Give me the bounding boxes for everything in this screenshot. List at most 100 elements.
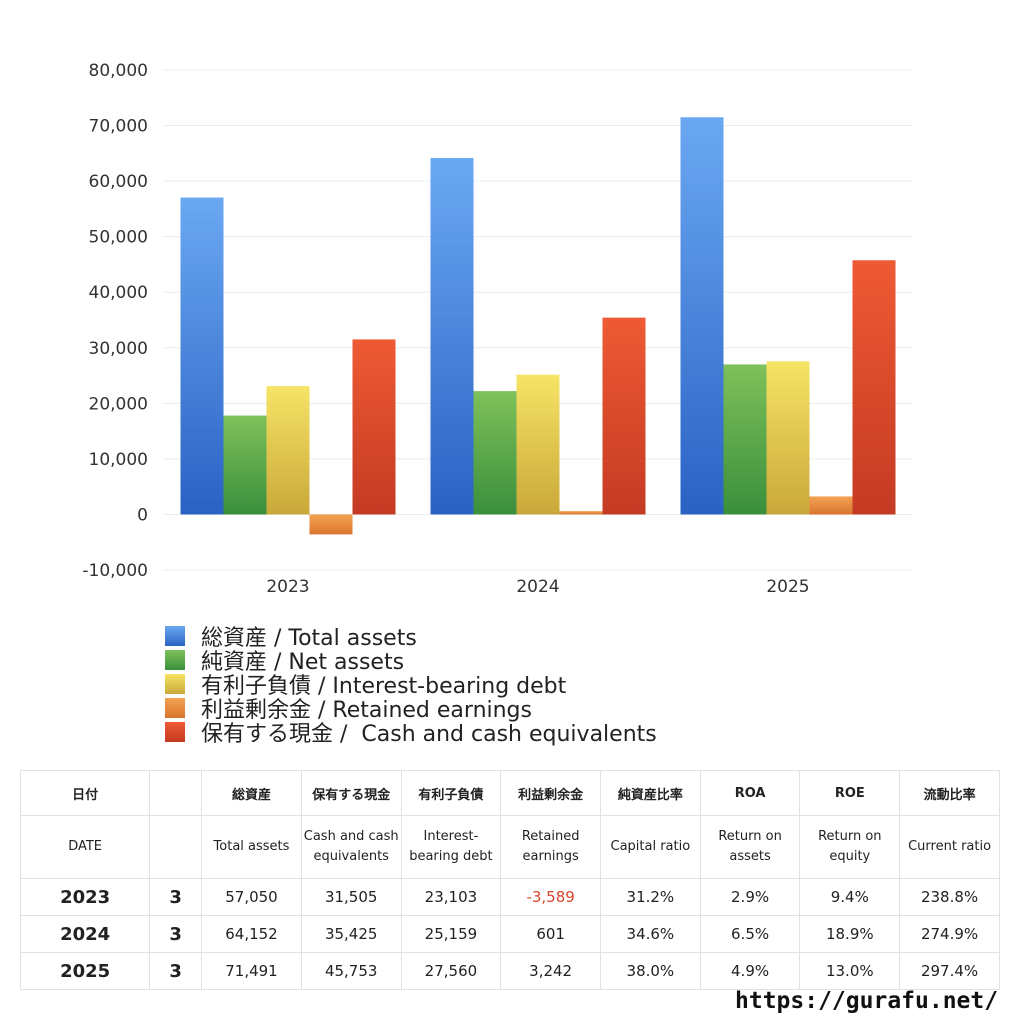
- cell-capital-ratio: 31.2%: [600, 878, 701, 916]
- header-roe-jp: ROE: [799, 770, 901, 816]
- bar-2024-series-1: [473, 391, 517, 515]
- table-row: 2024 3 64,152 35,425 25,159 601 34.6% 6.…: [19, 915, 1000, 953]
- legend-swatch: [165, 698, 185, 718]
- cell-roa: 2.9%: [699, 878, 801, 916]
- header-retained-jp: 利益剰余金: [500, 770, 601, 816]
- x-axis: 2023 2024 2025: [266, 577, 809, 597]
- x-tick-label: 2024: [516, 577, 559, 597]
- cell-current-ratio: 297.4%: [899, 952, 1000, 990]
- cell-roa: 6.5%: [699, 915, 801, 953]
- cell-total-assets: 64,152: [201, 915, 302, 953]
- header-debt-jp: 有利子負債: [400, 770, 502, 816]
- cell-roa: 4.9%: [699, 952, 801, 990]
- header-current-ratio-jp: 流動比率: [899, 770, 1000, 816]
- header-blank-en: [149, 815, 203, 879]
- bar-2025-series-3: [809, 496, 853, 515]
- legend-item: 総資産 / Total assets: [165, 624, 657, 651]
- header-date-en: DATE: [19, 815, 151, 879]
- header-cash-jp: 保有する現金: [300, 770, 402, 816]
- cell-quarter: 3: [149, 878, 203, 916]
- y-tick-label: 0: [137, 505, 148, 525]
- cell-quarter: 3: [149, 952, 203, 990]
- legend-label: 総資産 / Total assets: [201, 626, 417, 651]
- cell-retained: -3,589: [500, 878, 601, 916]
- header-row-jp: 日付 総資産 保有する現金 有利子負債 利益剰余金 純資産比率 ROA ROE …: [19, 770, 1000, 816]
- header-total-assets-en: Total assets: [201, 815, 302, 879]
- legend-swatch: [165, 650, 185, 670]
- bar-2025-series-4: [852, 260, 896, 515]
- header-current-ratio-en: Current ratio: [899, 815, 1000, 879]
- bar-2023-series-4: [352, 339, 396, 515]
- legend-label: 純資産 / Net assets: [201, 650, 405, 675]
- cell-year: 2023: [19, 878, 151, 916]
- bar-2024-series-0: [430, 158, 474, 515]
- cell-current-ratio: 238.8%: [899, 878, 1000, 916]
- cell-debt: 27,560: [400, 952, 502, 990]
- y-tick-label: 20,000: [89, 394, 148, 414]
- header-blank-jp: [149, 770, 203, 816]
- table-row: 2023 3 57,050 31,505 23,103 -3,589 31.2%…: [19, 878, 1000, 916]
- cell-debt: 23,103: [400, 878, 502, 916]
- x-tick-label: 2025: [766, 577, 809, 597]
- legend-item: 有利子負債 / Interest-bearing debt: [165, 672, 657, 699]
- bar-2025-series-2: [766, 361, 810, 515]
- header-row-en: DATE Total assets Cash and cash equivale…: [19, 815, 1000, 879]
- header-roa-jp: ROA: [699, 770, 801, 816]
- cell-total-assets: 71,491: [201, 952, 302, 990]
- cell-year: 2024: [19, 915, 151, 953]
- source-url: https://gurafu.net/: [735, 988, 999, 1014]
- y-tick-label: -10,000: [82, 561, 148, 581]
- cell-current-ratio: 274.9%: [899, 915, 1000, 953]
- legend-item: 利益剰余金 / Retained earnings: [165, 696, 657, 723]
- legend-label: 保有する現金 / Cash and cash equivalents: [201, 722, 657, 747]
- cell-roe: 18.9%: [799, 915, 901, 953]
- bar-2023-series-2: [266, 386, 310, 515]
- bar-chart: 80,000 70,000 60,000 50,000 40,000 30,000 20,0…: [82, 61, 913, 597]
- y-tick-label: 10,000: [89, 450, 148, 470]
- cell-cash: 45,753: [300, 952, 402, 990]
- cell-retained: 601: [500, 915, 601, 953]
- y-tick-label: 40,000: [89, 283, 148, 303]
- x-tick-label: 2023: [266, 577, 309, 597]
- header-roa-en: Return on assets: [699, 815, 801, 879]
- header-date-jp: 日付: [19, 770, 151, 816]
- bar-2023-series-3: [309, 514, 353, 535]
- header-debt-en: Interest-bearing debt: [400, 815, 502, 879]
- header-capital-ratio-en: Capital ratio: [600, 815, 701, 879]
- table-row: 2025 3 71,491 45,753 27,560 3,242 38.0% …: [19, 952, 1000, 990]
- cell-retained: 3,242: [500, 952, 601, 990]
- y-tick-label: 30,000: [89, 339, 148, 359]
- legend-item: 保有する現金 / Cash and cash equivalents: [165, 720, 657, 747]
- bar-2024-series-4: [602, 317, 646, 515]
- header-capital-ratio-jp: 純資産比率: [600, 770, 701, 816]
- header-roe-en: Return on equity: [799, 815, 901, 879]
- y-tick-label: 70,000: [89, 117, 148, 137]
- cell-capital-ratio: 38.0%: [600, 952, 701, 990]
- legend-label: 有利子負債 / Interest-bearing debt: [201, 674, 567, 699]
- cell-year: 2025: [19, 952, 151, 990]
- y-tick-label: 60,000: [89, 172, 148, 192]
- cell-capital-ratio: 34.6%: [600, 915, 701, 953]
- legend-swatch: [165, 722, 185, 742]
- cell-cash: 31,505: [300, 878, 402, 916]
- legend-label: 利益剰余金 / Retained earnings: [201, 698, 532, 723]
- cell-quarter: 3: [149, 915, 203, 953]
- bar-2025-series-1: [723, 364, 767, 515]
- y-tick-label: 50,000: [89, 228, 148, 248]
- bar-2023-series-1: [223, 415, 267, 515]
- legend-swatch: [165, 674, 185, 694]
- y-axis: 80,000 70,000 60,000 50,000 40,000 30,000 20,0…: [82, 61, 148, 581]
- y-tick-label: 80,000: [89, 61, 148, 81]
- header-cash-en: Cash and cash equivalents: [300, 815, 402, 879]
- header-retained-en: Retained earnings: [500, 815, 601, 879]
- bar-2024-series-3: [559, 511, 603, 515]
- bars: [180, 117, 896, 535]
- metrics-table: 日付 総資産 保有する現金 有利子負債 利益剰余金 純資産比率 ROA ROE …: [19, 770, 1000, 990]
- legend-swatch: [165, 626, 185, 646]
- cell-cash: 35,425: [300, 915, 402, 953]
- cell-total-assets: 57,050: [201, 878, 302, 916]
- legend-item: 純資産 / Net assets: [165, 648, 657, 675]
- legend: 総資産 / Total assets 純資産 / Net assets 有利子負債 …: [165, 624, 657, 747]
- cell-debt: 25,159: [400, 915, 502, 953]
- cell-roe: 9.4%: [799, 878, 901, 916]
